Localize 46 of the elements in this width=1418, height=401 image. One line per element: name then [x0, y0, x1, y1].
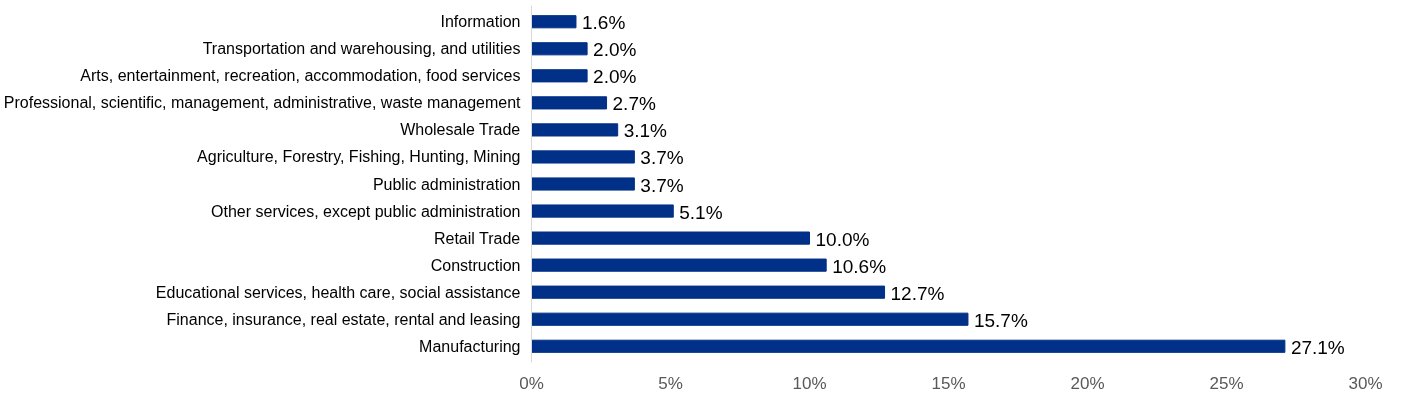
data-label: 3.7% [640, 174, 684, 196]
bar [531, 204, 674, 218]
bar [531, 123, 619, 137]
bar [531, 258, 827, 272]
data-label: 10.6% [832, 255, 887, 277]
data-label: 2.0% [593, 66, 637, 88]
data-label: 3.1% [623, 120, 668, 142]
bar [531, 42, 588, 56]
bar [531, 177, 635, 191]
y-tick-label: Retail Trade [433, 229, 521, 247]
bar [531, 285, 886, 299]
data-label: 27.1% [1290, 336, 1345, 358]
y-tick-label: Other services, except public administration [211, 202, 521, 220]
data-label: 10.0% [815, 228, 870, 250]
bar [531, 339, 1286, 353]
y-tick-label: Educational services, health care, social assistance [155, 283, 521, 301]
x-tick-label: 30% [1348, 373, 1383, 393]
data-label: 2.7% [612, 93, 656, 115]
bar [531, 96, 608, 110]
y-tick-label: Information [440, 13, 521, 31]
y-tick-label: Wholesale Trade [400, 121, 521, 139]
data-label: 2.0% [593, 39, 637, 61]
bar [531, 150, 635, 164]
y-tick-label: Transportation and warehousing, and utilities [202, 40, 521, 58]
x-tick-label: 0% [519, 373, 544, 393]
data-label: 5.1% [679, 201, 723, 223]
data-label: 12.7% [890, 282, 945, 304]
x-tick-label: 10% [792, 373, 827, 393]
x-tick-label: 5% [658, 373, 683, 393]
x-tick-label: 20% [1070, 373, 1105, 393]
y-tick-label: Public administration [372, 175, 521, 193]
y-tick-label: Professional, scientific, management, administrative, waste management [3, 94, 522, 112]
bar [531, 231, 810, 245]
y-tick-label: Finance, insurance, real estate, rental and leasing [166, 310, 521, 328]
bar [531, 312, 969, 326]
x-tick-label: 25% [1209, 373, 1244, 393]
y-tick-label: Construction [430, 256, 521, 274]
y-tick-label: Manufacturing [419, 337, 521, 355]
y-tick-label: Arts, entertainment, recreation, accommodation, food services [80, 67, 521, 85]
data-label: 3.7% [640, 147, 684, 169]
data-label: 1.6% [581, 12, 626, 34]
y-tick-label: Agriculture, Forestry, Fishing, Hunting, Mining [197, 148, 521, 166]
bar [531, 69, 588, 83]
data-label: 15.7% [973, 309, 1028, 331]
x-tick-label: 15% [931, 373, 966, 393]
bar [531, 15, 577, 29]
